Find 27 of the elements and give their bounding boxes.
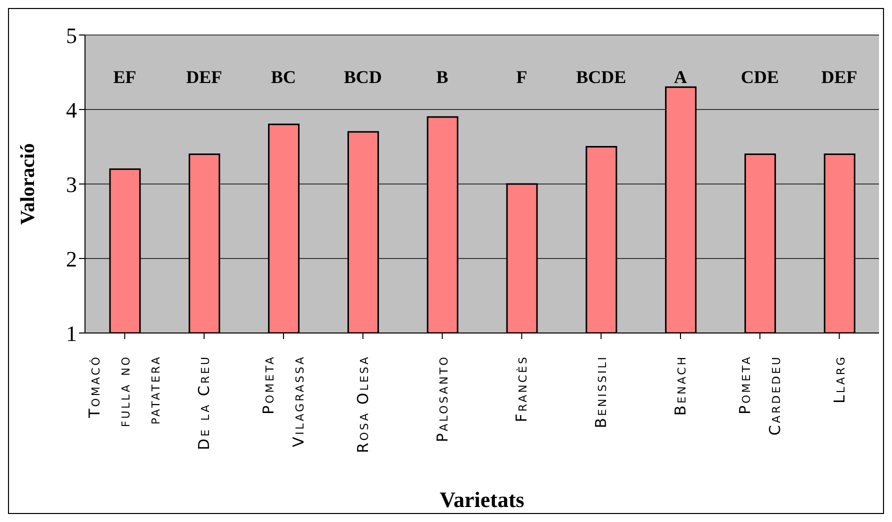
x-tick-label: Pometa Cardedeu (736, 355, 784, 436)
annotation: CDE (740, 67, 779, 88)
x-tick-label: Rosa Olesa (354, 355, 372, 454)
x-tick-label: Llarg (830, 355, 848, 404)
x-tick-label: Benach (672, 355, 690, 416)
x-tick-label: Francès (512, 355, 531, 422)
annotation: BCD (344, 67, 382, 88)
x-axis-title: Varietats (440, 487, 525, 512)
annotation: BC (270, 67, 296, 88)
annotation: DEF (186, 67, 222, 88)
x-tick-label: Palosanto (433, 355, 452, 442)
annotation: B (436, 67, 448, 88)
y-tick-label: 2 (66, 246, 77, 272)
x-tick-label: Benissili (592, 355, 610, 428)
y-tick-label: 5 (66, 22, 77, 48)
x-tick-label: Pometa Vilagrassa (260, 355, 308, 448)
y-axis-title: Valoració (17, 143, 40, 225)
annotation: BCDE (576, 67, 626, 88)
x-tick-label: De la Creu (195, 355, 214, 450)
y-tick-label: 4 (66, 97, 77, 122)
annotation: F (516, 67, 528, 88)
annotation: DEF (821, 67, 858, 88)
annotation: EF (113, 67, 136, 88)
y-tick-label: 3 (66, 172, 77, 197)
x-tick-label: Tomacó fulla no patatera (86, 355, 164, 428)
annotation: A (674, 67, 687, 88)
y-tick-label: 1 (66, 320, 77, 346)
